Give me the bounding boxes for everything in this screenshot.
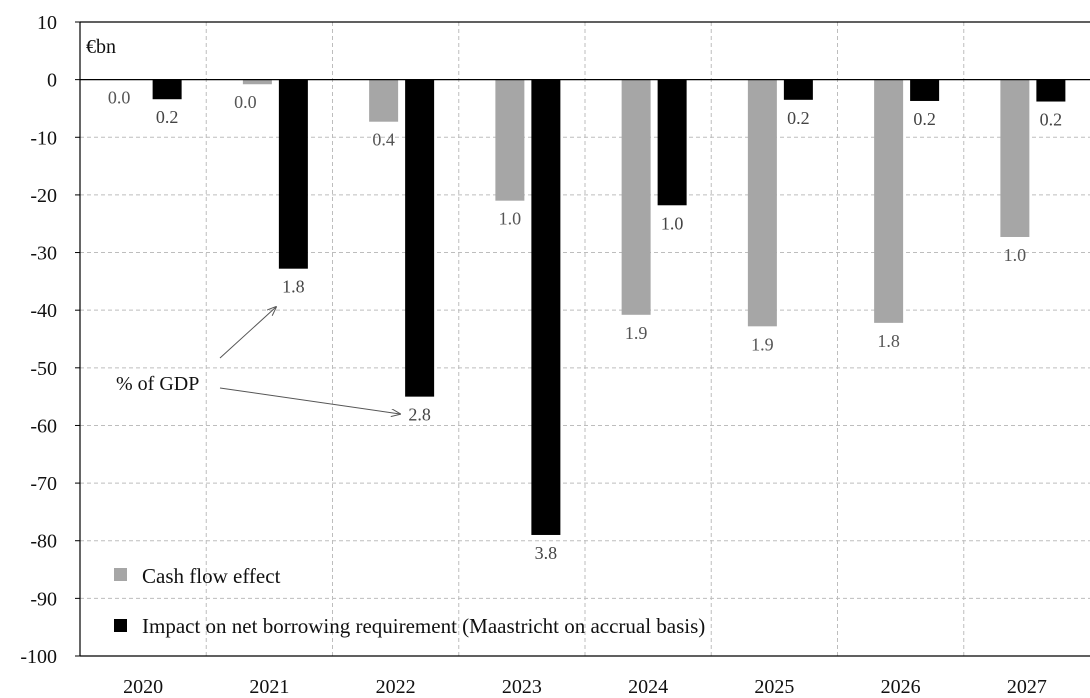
- y-tick-label: 0: [47, 70, 57, 92]
- bar-net-borrowing-2026: [910, 79, 940, 101]
- bar-cash-flow-2024: [621, 79, 651, 315]
- data-label-net-borrowing-2023: 3.8: [535, 543, 558, 563]
- y-tick-label: -20: [30, 185, 57, 207]
- legend-label-cash-flow: Cash flow effect: [142, 564, 281, 588]
- data-label-cash-flow-2022: 0.4: [372, 130, 395, 150]
- legend-label-net-borrowing: Impact on net borrowing requirement (Maa…: [142, 614, 705, 638]
- legend: Cash flow effect Impact on net borrowing…: [114, 564, 705, 638]
- data-label-net-borrowing-2027: 0.2: [1040, 110, 1063, 130]
- x-tick-label-2024: 2024: [628, 676, 668, 698]
- bar-cash-flow-2023: [495, 79, 525, 201]
- x-tick-label-2021: 2021: [249, 676, 289, 698]
- bar-net-borrowing-2025: [783, 79, 813, 100]
- x-tick-labels: 2020 2021 2022 2023 2024 2025 2026 2027: [123, 676, 1047, 698]
- data-label-cash-flow-2021: 0.0: [234, 92, 257, 112]
- data-label-cash-flow-2027: 1.0: [1004, 245, 1027, 265]
- y-tick-label: -80: [30, 531, 57, 553]
- y-tick-label: -10: [30, 127, 57, 149]
- y-tick-label: -70: [30, 473, 57, 495]
- data-label-cash-flow-2023: 1.0: [499, 209, 522, 229]
- y-tick-label: -50: [30, 358, 57, 380]
- data-label-net-borrowing-2020: 0.2: [156, 107, 179, 127]
- bar-net-borrowing-2020: [152, 79, 182, 100]
- data-label-cash-flow-2026: 1.8: [877, 331, 900, 351]
- data-label-net-borrowing-2026: 0.2: [913, 109, 936, 129]
- data-label-cash-flow-2024: 1.9: [625, 323, 648, 343]
- bar-cash-flow-2021: [242, 79, 272, 85]
- x-tick-label-2022: 2022: [376, 676, 416, 698]
- annotation: % of GDP: [116, 307, 400, 414]
- bar-net-borrowing-2023: [531, 79, 561, 535]
- grid: [80, 22, 1090, 656]
- y-tick-label: 10: [37, 12, 57, 34]
- y-tick-label: -40: [30, 300, 57, 322]
- x-tick-label-2025: 2025: [754, 676, 794, 698]
- annotation-text: % of GDP: [116, 373, 199, 395]
- bar-net-borrowing-2021: [278, 79, 308, 269]
- x-tick-label-2020: 2020: [123, 676, 163, 698]
- legend-swatch-net-borrowing: [114, 619, 127, 632]
- data-label-net-borrowing-2021: 1.8: [282, 277, 305, 297]
- data-label-cash-flow-2025: 1.9: [751, 334, 774, 354]
- unit-label: €bn: [86, 36, 116, 58]
- frame: [79, 21, 1090, 657]
- x-tick-label-2027: 2027: [1007, 676, 1047, 698]
- data-label-net-borrowing-2022: 2.8: [408, 405, 431, 425]
- annotation-arrow-1: [219, 307, 276, 359]
- x-tick-label-2026: 2026: [881, 676, 921, 698]
- data-labels: 0.0 0.0 0.4 1.0 1.9 1.9 1.8 1.0 0.2 1.8 2.8 3.8 1.0 0…: [108, 88, 1062, 563]
- y-tick-label: -100: [20, 646, 57, 668]
- bar-cash-flow-2027: [1000, 79, 1030, 237]
- legend-swatch-cash-flow: [114, 568, 127, 581]
- bars: [152, 79, 1066, 535]
- bar-net-borrowing-2022: [405, 79, 435, 397]
- data-label-net-borrowing-2025: 0.2: [787, 108, 810, 128]
- bar-cash-flow-2022: [369, 79, 399, 122]
- y-tick-label: -60: [30, 415, 57, 437]
- bar-net-borrowing-2027: [1036, 79, 1066, 102]
- annotation-arrow-2: [219, 387, 400, 414]
- y-tick-labels: 10 0 -10 -20 -30 -40 -50 -60 -70 -80 -90 -100: [20, 12, 80, 668]
- y-tick-label: -90: [30, 588, 57, 610]
- bar-cash-flow-2025: [747, 79, 777, 327]
- y-tick-label: -30: [30, 243, 57, 265]
- x-tick-label-2023: 2023: [502, 676, 542, 698]
- data-label-cash-flow-2020: 0.0: [108, 88, 131, 108]
- bar-cash-flow-2026: [874, 79, 904, 323]
- bar-net-borrowing-2024: [657, 79, 687, 206]
- data-label-net-borrowing-2024: 1.0: [661, 213, 684, 233]
